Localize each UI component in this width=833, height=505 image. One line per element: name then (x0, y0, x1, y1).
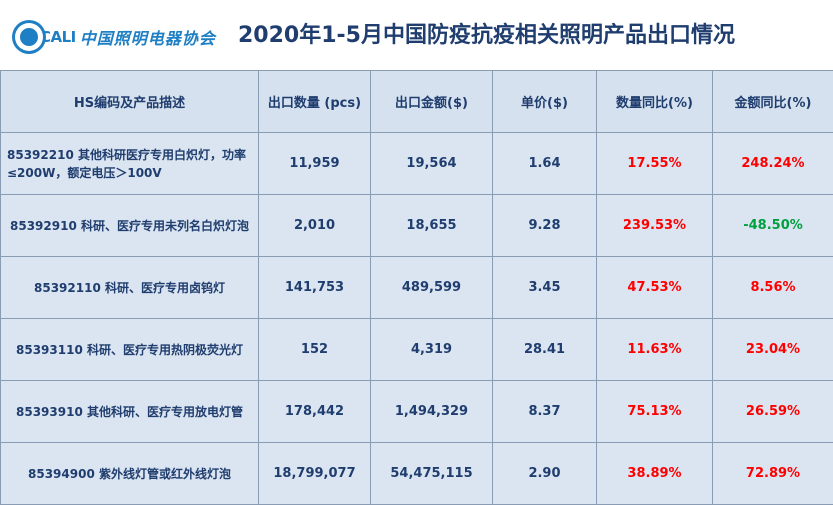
export-amount: 19,564 (370, 132, 493, 195)
amount-yoy: 72.89% (712, 442, 833, 505)
unit-price: 28.41 (492, 318, 597, 381)
table-row: 85393910 其他科研、医疗专用放电灯管 178,442 1,494,329… (0, 380, 833, 443)
logo-organization-name: 中国照明电器协会 (79, 29, 216, 48)
product-description: 85393910 其他科研、医疗专用放电灯管 (0, 380, 259, 443)
cali-logo-icon (12, 20, 46, 54)
export-amount: 489,599 (370, 256, 493, 319)
unit-price: 3.45 (492, 256, 597, 319)
table-row: 85394900 紫外线灯管或红外线灯泡 18,799,077 54,475,1… (0, 442, 833, 505)
export-quantity: 11,959 (258, 132, 371, 195)
export-quantity: 18,799,077 (258, 442, 371, 505)
quantity-yoy: 17.55% (596, 132, 713, 195)
table-header-row: HS编码及产品描述 出口数量 (pcs) 出口金额($) 单价($) 数量同比(… (0, 70, 833, 133)
quantity-yoy: 11.63% (596, 318, 713, 381)
logo-abbreviation: CALI (40, 28, 76, 46)
amount-yoy: -48.50% (712, 194, 833, 257)
export-quantity: 141,753 (258, 256, 371, 319)
quantity-yoy: 47.53% (596, 256, 713, 319)
column-header: 出口金额($) (370, 70, 493, 133)
export-quantity: 178,442 (258, 380, 371, 443)
product-description: 85393110 科研、医疗专用热阴极荧光灯 (0, 318, 259, 381)
product-description: 85392210 其他科研医疗专用白炽灯，功率≤200W，额定电压＞100V (0, 132, 259, 195)
unit-price: 9.28 (492, 194, 597, 257)
amount-yoy: 26.59% (712, 380, 833, 443)
page-title: 2020年1-5月中国防疫抗疫相关照明产品出口情况 (238, 23, 735, 48)
quantity-yoy: 75.13% (596, 380, 713, 443)
amount-yoy: 8.56% (712, 256, 833, 319)
unit-price: 2.90 (492, 442, 597, 505)
quantity-yoy: 38.89% (596, 442, 713, 505)
amount-yoy: 23.04% (712, 318, 833, 381)
export-table: HS编码及产品描述 出口数量 (pcs) 出口金额($) 单价($) 数量同比(… (0, 70, 833, 505)
column-header: 出口数量 (pcs) (258, 70, 371, 133)
unit-price: 1.64 (492, 132, 597, 195)
export-quantity: 2,010 (258, 194, 371, 257)
unit-price: 8.37 (492, 380, 597, 443)
column-header: 单价($) (492, 70, 597, 133)
table-row: 85392910 科研、医疗专用未列名白炽灯泡 2,010 18,655 9.2… (0, 194, 833, 257)
product-description: 85394900 紫外线灯管或红外线灯泡 (0, 442, 259, 505)
header: CALI 中国照明电器协会 2020年1-5月中国防疫抗疫相关照明产品出口情况 (0, 0, 833, 70)
column-header: 金额同比(%) (712, 70, 833, 133)
amount-yoy: 248.24% (712, 132, 833, 195)
export-amount: 54,475,115 (370, 442, 493, 505)
column-header: 数量同比(%) (596, 70, 713, 133)
export-amount: 1,494,329 (370, 380, 493, 443)
product-description: 85392910 科研、医疗专用未列名白炽灯泡 (0, 194, 259, 257)
association-logo: CALI 中国照明电器协会 (12, 20, 216, 54)
export-quantity: 152 (258, 318, 371, 381)
table-row: 85392110 科研、医疗专用卤钨灯 141,753 489,599 3.45… (0, 256, 833, 319)
quantity-yoy: 239.53% (596, 194, 713, 257)
product-description: 85392110 科研、医疗专用卤钨灯 (0, 256, 259, 319)
export-amount: 18,655 (370, 194, 493, 257)
table-row: 85392210 其他科研医疗专用白炽灯，功率≤200W，额定电压＞100V 1… (0, 132, 833, 195)
table-row: 85393110 科研、医疗专用热阴极荧光灯 152 4,319 28.41 1… (0, 318, 833, 381)
column-header: HS编码及产品描述 (0, 70, 259, 133)
export-amount: 4,319 (370, 318, 493, 381)
